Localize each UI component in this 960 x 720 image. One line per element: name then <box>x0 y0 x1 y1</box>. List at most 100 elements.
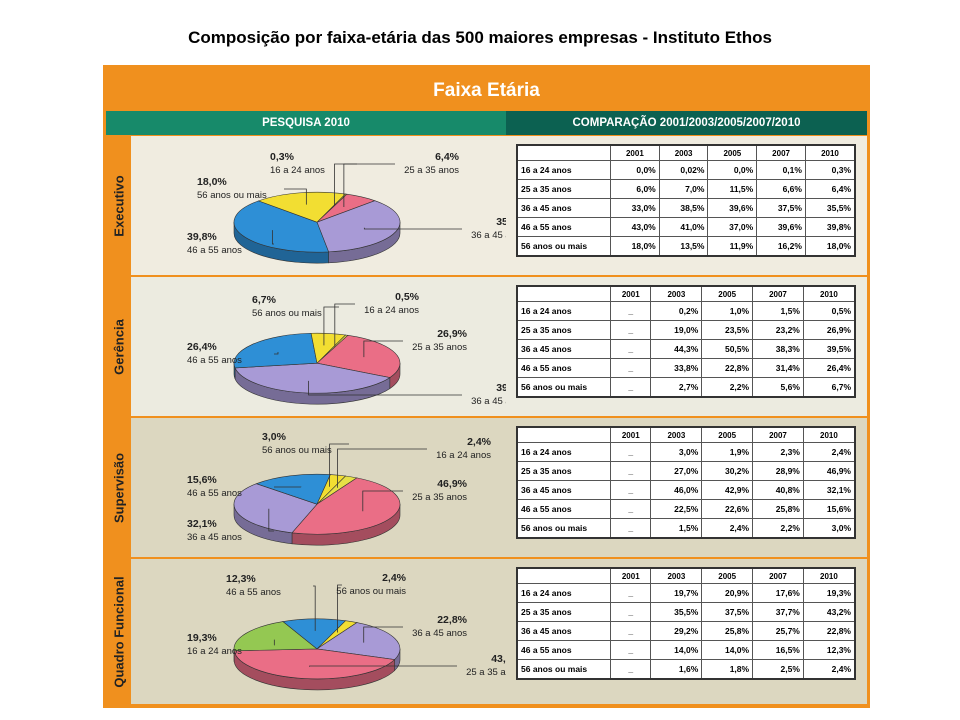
value-cell: 18,0% <box>610 236 660 257</box>
table-header-row: 2001 2003 2005 2007 2010 <box>517 285 856 302</box>
value-cell: 22,8% <box>701 358 754 378</box>
value-cell: 22,5% <box>650 499 703 519</box>
pie-chart-area: 2,4% 56 anos ou mais 22,8% 36 a 45 anos 43, 2… <box>131 559 506 704</box>
value-cell: 22,8% <box>802 621 856 641</box>
table-header-row: 2001 2003 2005 2007 2010 <box>517 426 856 443</box>
slice-category-label: 16 a 24 anos <box>364 305 419 316</box>
value-cell: _ <box>609 659 652 680</box>
value-cell: 13,5% <box>658 236 709 257</box>
leader-line <box>271 230 274 245</box>
pie-slice <box>257 191 347 223</box>
subhead-survey: PESQUISA 2010 <box>106 111 506 135</box>
year-header: 2007 <box>752 567 804 584</box>
value-cell: 26,4% <box>802 358 856 378</box>
leader-line <box>343 163 395 208</box>
row-category-cell: 36 a 45 anos <box>516 339 611 359</box>
table-row: 25 a 35 anos 6,0% 7,0% 11,5% 6,6% 6,4% <box>516 179 856 199</box>
table-corner <box>517 145 611 161</box>
value-cell: 6,4% <box>804 179 856 199</box>
slice-percent-label: 2,4% <box>467 436 492 448</box>
table-row: 36 a 45 anos 33,0% 38,5% 39,6% 37,5% 35,5% <box>516 198 856 218</box>
value-cell: 25,8% <box>752 499 804 519</box>
pie-slice <box>316 200 401 253</box>
year-header: 2007 <box>752 426 804 443</box>
table-row: 46 a 55 anos _ 14,0% 14,0% 16,5% 12,3% <box>516 640 856 660</box>
row-category-cell: 46 a 55 anos <box>516 499 611 519</box>
leader-line <box>363 340 403 358</box>
year-header: 2007 <box>752 285 804 302</box>
value-cell: 38,5% <box>658 198 709 218</box>
value-cell: 6,7% <box>802 377 856 398</box>
group-label: Gerência <box>106 277 131 416</box>
slice-percent-label: 3,0% <box>262 431 287 443</box>
value-cell: 46,9% <box>802 461 856 481</box>
value-cell: _ <box>609 358 652 378</box>
year-header: 2010 <box>802 285 856 302</box>
table-corner <box>517 427 611 443</box>
year-header: 2010 <box>802 426 856 443</box>
value-cell: _ <box>609 480 652 500</box>
value-cell: 28,9% <box>752 461 804 481</box>
group-row: Supervisão 2,4% 16 a 24 anos 46,9% 25 a 35 a… <box>106 418 867 557</box>
leader-line <box>274 351 279 355</box>
value-cell: 1,6% <box>650 659 703 680</box>
slice-percent-label: 26,9% <box>437 328 467 340</box>
pie-slice <box>291 477 401 535</box>
table-row: 46 a 55 anos 43,0% 41,0% 37,0% 39,6% 39,8% <box>516 217 856 237</box>
value-cell: 7,0% <box>658 179 709 199</box>
value-cell: _ <box>609 377 652 398</box>
value-cell: 16,5% <box>752 640 804 660</box>
year-header: 2001 <box>609 426 652 443</box>
group-row: Executivo 0,3% 16 a 24 anos 6,4% 25 a 35 ano… <box>106 136 867 275</box>
value-cell: 31,4% <box>752 358 804 378</box>
value-cell: 2,4% <box>802 659 856 680</box>
value-cell: _ <box>609 583 652 603</box>
value-cell: 5,6% <box>752 377 804 398</box>
leader-line <box>334 303 355 347</box>
table-corner <box>517 568 611 584</box>
value-cell: 6,0% <box>610 179 660 199</box>
slice-percent-label: 6,7% <box>252 294 277 306</box>
value-cell: 41,0% <box>658 217 709 237</box>
row-category-cell: 36 a 45 anos <box>516 198 611 218</box>
value-cell: 42,9% <box>701 480 754 500</box>
value-cell: 6,6% <box>756 179 806 199</box>
slice-percent-label: 12,3% <box>226 573 256 585</box>
comparison-table: 2001 2003 2005 2007 2010 16 a 24 anos _ 19,7% 20… <box>516 567 856 680</box>
value-cell: _ <box>609 621 652 641</box>
age-range-panel: Faixa Etária PESQUISA 2010 COMPARAÇÃO 20… <box>103 65 870 708</box>
table-row: 46 a 55 anos _ 33,8% 22,8% 31,4% 26,4% <box>516 358 856 378</box>
value-cell: 17,6% <box>752 583 804 603</box>
pie-chart: 0,5% 16 a 24 anos 26,9% 25 a 35 anos 39,5% 36… <box>187 291 506 407</box>
leader-line <box>308 380 462 396</box>
value-cell: _ <box>609 640 652 660</box>
slice-category-label: 16 a 24 anos <box>436 450 491 461</box>
slice-percent-label: 19,3% <box>187 632 217 644</box>
value-cell: 2,5% <box>752 659 804 680</box>
year-header: 2005 <box>701 567 754 584</box>
slice-category-label: 36 a 45 anos <box>412 628 467 639</box>
row-category-cell: 46 a 55 anos <box>516 217 611 237</box>
slice-category-label: 56 anos ou mais <box>262 445 332 456</box>
leader-line <box>337 448 427 488</box>
table-row: 16 a 24 anos _ 3,0% 1,9% 2,3% 2,4% <box>516 442 856 462</box>
row-category-cell: 46 a 55 anos <box>516 640 611 660</box>
value-cell: 50,5% <box>701 339 754 359</box>
year-header: 2001 <box>609 285 652 302</box>
leader-line <box>284 188 307 205</box>
slice-category-label: 46 a 55 anos <box>187 355 242 366</box>
value-cell: 1,5% <box>650 518 703 539</box>
value-cell: 0,0% <box>707 160 758 180</box>
table-row: 56 anos ou mais 18,0% 13,5% 11,9% 16,2% 18,0% <box>516 236 856 257</box>
leader-line <box>329 443 349 487</box>
group-label: Executivo <box>106 136 131 275</box>
table-row: 16 a 24 anos 0,0% 0,02% 0,0% 0,1% 0,3% <box>516 160 856 180</box>
year-header: 2010 <box>804 144 856 161</box>
value-cell: 37,5% <box>701 602 754 622</box>
value-cell: 27,0% <box>650 461 703 481</box>
value-cell: 37,7% <box>752 602 804 622</box>
slice-category-label: 56 anos ou mais <box>336 586 406 597</box>
row-category-cell: 16 a 24 anos <box>516 442 611 462</box>
panel-banner: Faixa Etária <box>433 80 540 101</box>
